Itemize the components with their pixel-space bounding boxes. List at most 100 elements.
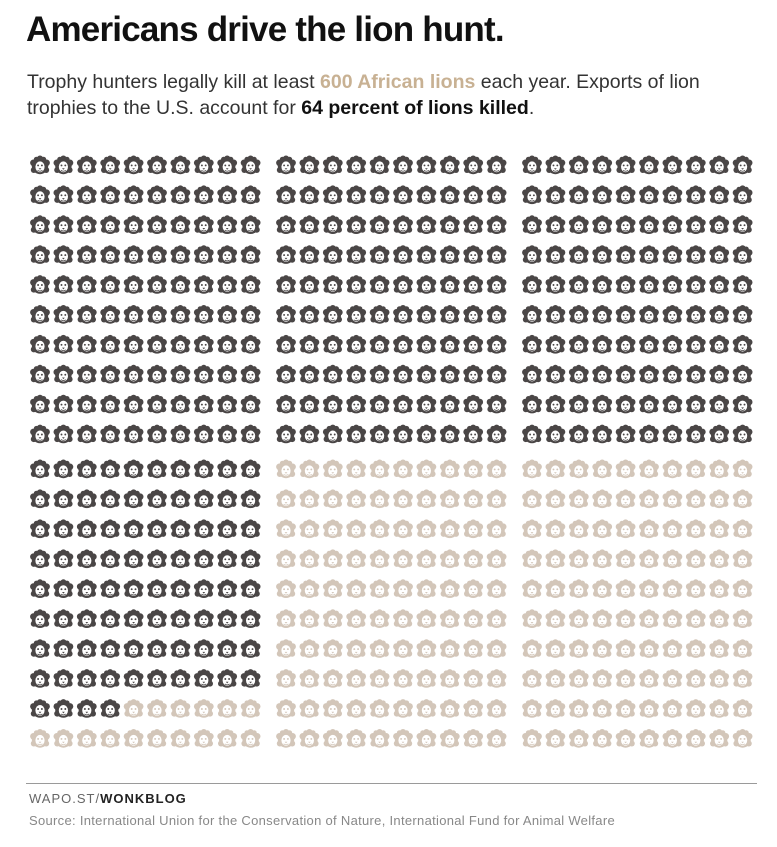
lion-head-icon	[521, 608, 543, 629]
lion-head-icon	[545, 698, 566, 719]
lion-head-icon	[615, 334, 636, 355]
lion-head-icon	[322, 638, 344, 659]
lion-head-icon	[732, 244, 753, 265]
lion-head-icon	[53, 728, 74, 749]
lion-head-icon	[615, 274, 636, 295]
lion-head-icon	[322, 728, 344, 749]
lion-head-icon	[299, 364, 320, 384]
lion-head-icon	[486, 459, 507, 479]
lion-head-icon	[299, 698, 320, 719]
lion-head-icon	[275, 334, 297, 355]
lion-head-icon	[240, 364, 261, 384]
lion-head-icon	[216, 334, 238, 355]
lion-head-icon	[345, 698, 367, 719]
lion-head-icon	[392, 488, 414, 509]
lion-head-icon	[345, 728, 367, 749]
lion-head-icon	[392, 244, 414, 265]
lion-head-icon	[146, 668, 168, 689]
lion-head-icon	[322, 698, 344, 719]
lion-head-icon	[439, 638, 461, 659]
lion-head-icon	[170, 488, 191, 509]
lion-head-icon	[521, 698, 543, 719]
lion-head-icon	[240, 519, 261, 539]
lion-head-icon	[708, 304, 730, 325]
lion-head-icon	[170, 638, 191, 659]
lion-head-icon	[462, 549, 484, 569]
lion-head-icon	[216, 459, 238, 479]
lion-head-icon	[638, 155, 660, 175]
lion-head-icon	[299, 578, 320, 599]
lion-head-icon	[521, 638, 543, 659]
lion-head-icon	[29, 698, 51, 719]
lion-head-icon	[29, 274, 51, 295]
lion-head-icon	[662, 519, 683, 539]
lion-head-icon	[708, 488, 730, 509]
lion-head-icon	[662, 274, 683, 295]
lion-head-icon	[462, 728, 484, 749]
lion-head-icon	[240, 334, 261, 355]
lion-head-icon	[708, 214, 730, 235]
lion-head-icon	[486, 334, 507, 355]
lion-head-icon	[662, 728, 683, 749]
lion-head-icon	[439, 424, 461, 444]
lion-head-icon	[322, 608, 344, 629]
lion-head-icon	[123, 155, 144, 175]
lion-head-icon	[416, 459, 437, 479]
lion-head-icon	[486, 394, 507, 414]
lion-head-icon	[521, 214, 543, 235]
lion-head-icon	[462, 519, 484, 539]
lion-head-icon	[732, 488, 753, 509]
lion-head-icon	[416, 424, 437, 444]
lion-head-icon	[615, 184, 636, 205]
lion-head-icon	[29, 668, 51, 689]
lion-head-icon	[170, 364, 191, 384]
lion-head-icon	[123, 334, 144, 355]
lion-head-icon	[708, 459, 730, 479]
lion-head-icon	[170, 334, 191, 355]
lion-head-icon	[29, 578, 51, 599]
lion-head-icon	[486, 698, 507, 719]
lion-head-icon	[732, 728, 753, 749]
lion-head-icon	[591, 244, 613, 265]
lion-head-icon	[240, 698, 261, 719]
lion-head-icon	[521, 578, 543, 599]
lion-head-icon	[615, 424, 636, 444]
lion-head-icon	[53, 638, 74, 659]
lion-head-icon	[216, 364, 238, 384]
lion-head-icon	[275, 668, 297, 689]
lion-head-icon	[486, 155, 507, 175]
lion-head-icon	[486, 214, 507, 235]
lion-head-icon	[216, 394, 238, 414]
lion-head-icon	[662, 488, 683, 509]
lion-head-icon	[123, 608, 144, 629]
lion-head-icon	[545, 459, 566, 479]
lion-head-icon	[521, 155, 543, 175]
lion-head-icon	[392, 668, 414, 689]
lion-head-icon	[591, 274, 613, 295]
lion-head-icon	[732, 334, 753, 355]
lion-head-icon	[638, 488, 660, 509]
lion-head-icon	[416, 334, 437, 355]
lion-head-icon	[462, 668, 484, 689]
lion-head-icon	[299, 334, 320, 355]
lion-head-icon	[322, 519, 344, 539]
lion-head-icon	[99, 364, 121, 384]
lion-head-icon	[615, 155, 636, 175]
lion-head-icon	[275, 578, 297, 599]
lion-head-icon	[193, 274, 215, 295]
lion-head-icon	[99, 214, 121, 235]
lion-head-icon	[486, 549, 507, 569]
lion-head-icon	[369, 638, 390, 659]
lion-head-icon	[216, 668, 238, 689]
lion-head-icon	[392, 184, 414, 205]
credit-brand: WONKBLOG	[100, 791, 187, 806]
lion-head-icon	[53, 519, 74, 539]
lion-head-icon	[521, 488, 543, 509]
lion-head-icon	[685, 244, 707, 265]
lion-head-icon	[240, 578, 261, 599]
lion-head-icon	[216, 274, 238, 295]
lion-head-icon	[545, 668, 566, 689]
lion-head-icon	[369, 549, 390, 569]
lion-head-icon	[146, 578, 168, 599]
lion-head-icon	[275, 549, 297, 569]
